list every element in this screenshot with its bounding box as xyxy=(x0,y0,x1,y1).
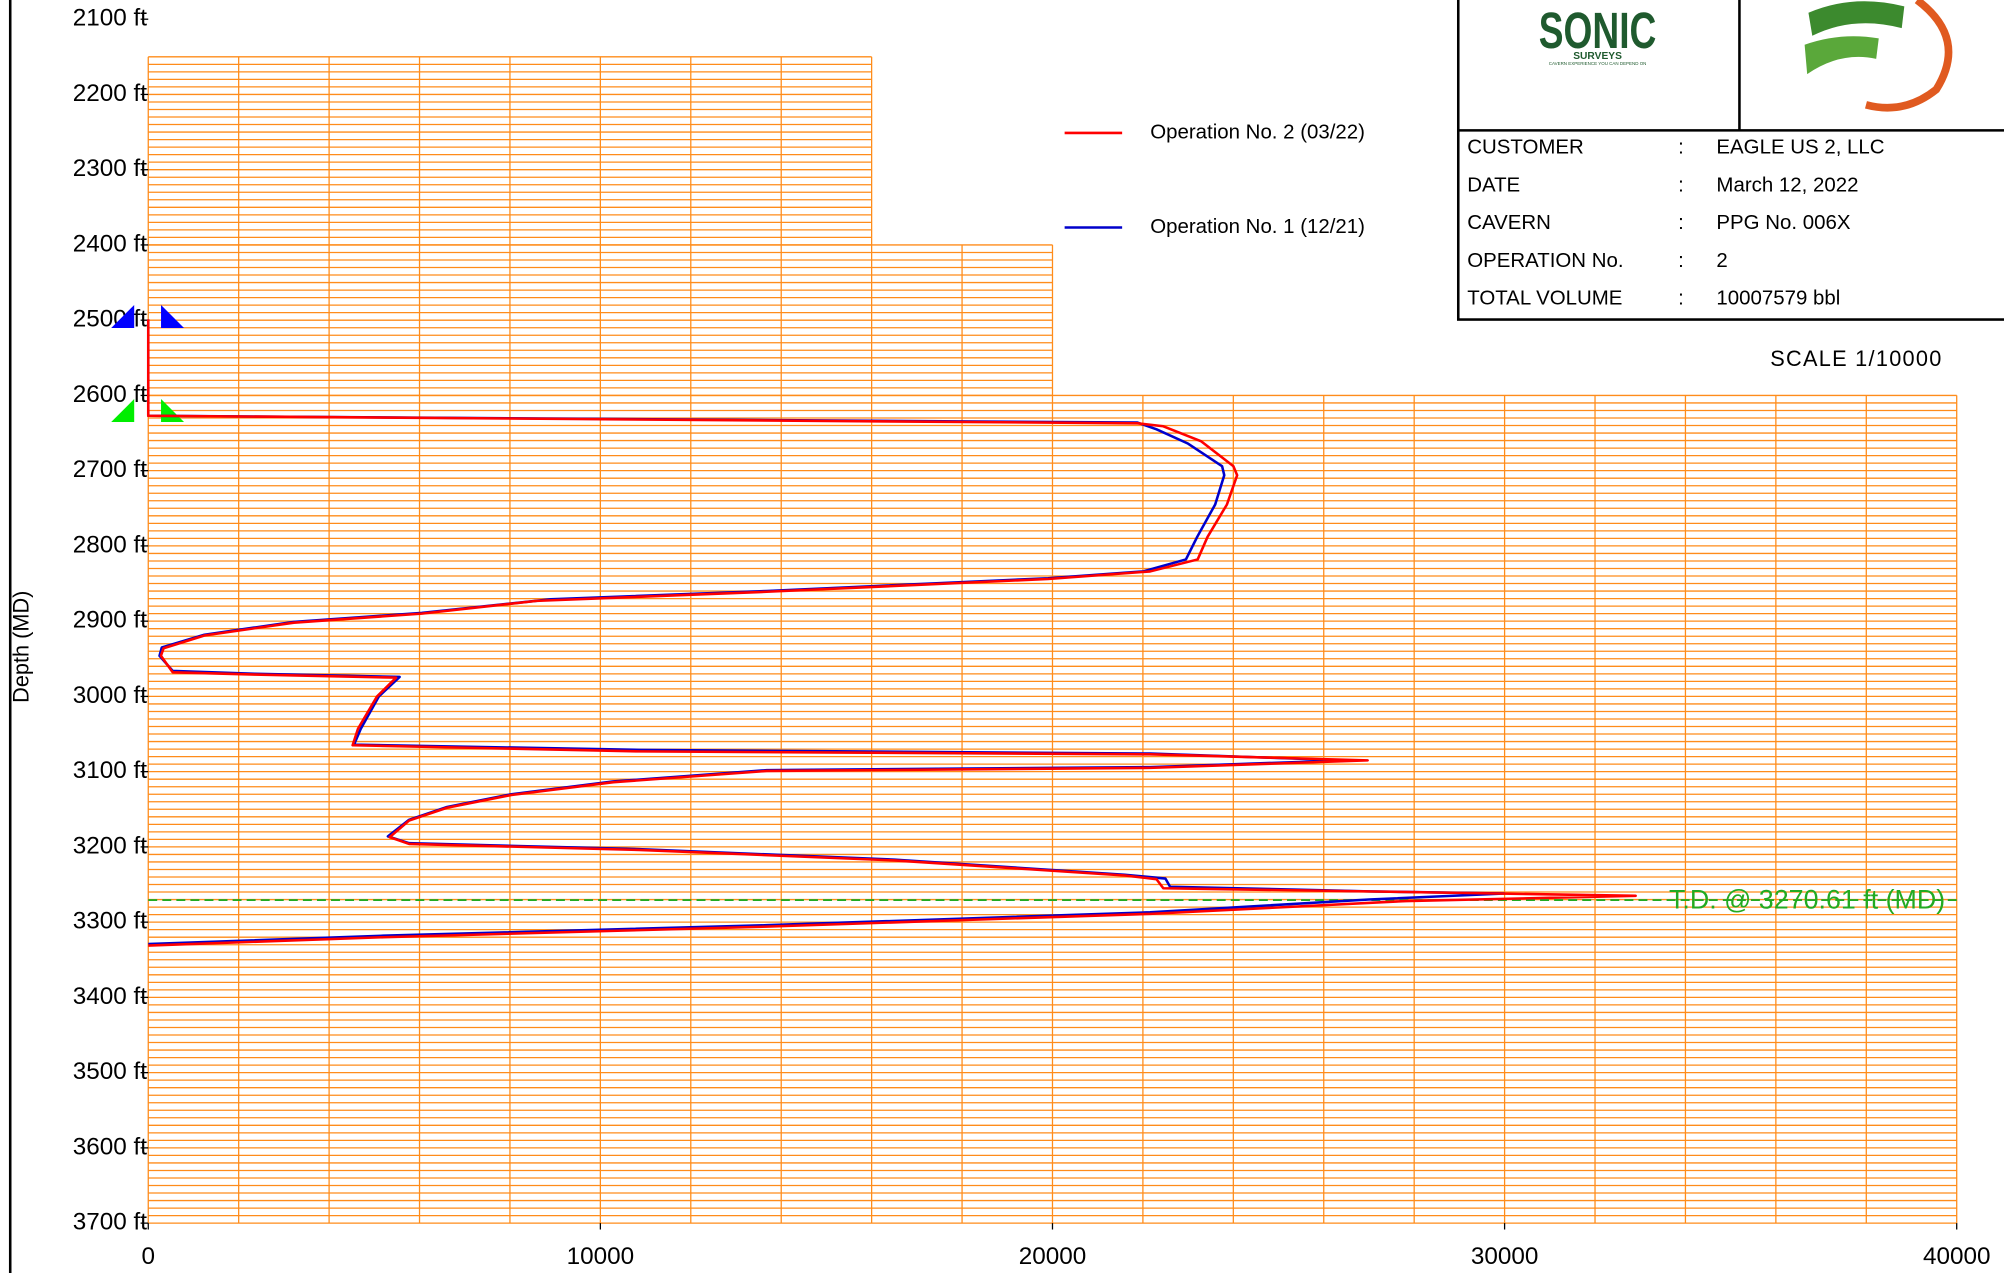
logo-swoosh xyxy=(1808,1,1905,36)
y-tick-label: 2100 ft xyxy=(73,5,147,32)
logo-name: SONIC xyxy=(1539,2,1657,59)
info-cell: 2 xyxy=(1716,249,1727,272)
logo-sub: SURVEYS xyxy=(1573,51,1622,62)
x-tick-label: 30000 xyxy=(1471,1243,1538,1270)
info-box: SONIC SURVEYS CAVERN EXPERIENCE YOU CAN … xyxy=(1456,0,2004,321)
info-cell: PPG No. 006X xyxy=(1716,211,1850,234)
info-cell: TOTAL VOLUME xyxy=(1467,286,1622,309)
info-cell: CAVERN xyxy=(1467,211,1551,234)
y-tick-label: 2300 ft xyxy=(73,155,147,182)
y-tick-label: 3100 ft xyxy=(73,757,147,784)
y-axis-label: Depth (MD) xyxy=(9,591,34,703)
x-tick-label: 0 xyxy=(142,1243,156,1270)
y-tick-label: 3500 ft xyxy=(73,1058,147,1085)
info-cell: : xyxy=(1678,136,1684,159)
y-tick-label: 2500 ft xyxy=(73,306,147,333)
y-tick-label: 3000 ft xyxy=(73,682,147,709)
info-cell: EAGLE US 2, LLC xyxy=(1716,136,1884,159)
y-tick-label: 2400 ft xyxy=(73,230,147,257)
scale-label: SCALE 1/10000 xyxy=(1770,346,1942,371)
x-tick-label: 10000 xyxy=(567,1243,634,1270)
info-cell: 10007579 bbl xyxy=(1716,286,1840,309)
info-cell: CUSTOMER xyxy=(1467,136,1584,159)
y-tick-label: 3400 ft xyxy=(73,983,147,1010)
y-tick-label: 2600 ft xyxy=(73,381,147,408)
y-tick-label: 2800 ft xyxy=(73,531,147,558)
info-cell: March 12, 2022 xyxy=(1716,173,1858,196)
td-label: T.D. @ 3270.61 ft (MD) xyxy=(1669,884,1945,914)
legend-label: Operation No. 2 (03/22) xyxy=(1150,120,1365,143)
y-tick-label: 3200 ft xyxy=(73,832,147,859)
y-tick-label: 2200 ft xyxy=(73,80,147,107)
info-cell: DATE xyxy=(1467,173,1520,196)
info-cell: : xyxy=(1678,249,1684,272)
info-cell: OPERATION No. xyxy=(1467,249,1623,272)
logo-arc xyxy=(1864,0,1953,112)
y-tick-label: 2700 ft xyxy=(73,456,147,483)
casing-marker xyxy=(161,304,185,328)
info-cell: : xyxy=(1678,286,1684,309)
series-line xyxy=(146,319,1637,947)
logo-tagline: CAVERN EXPERIENCE YOU CAN DEPEND ON xyxy=(1549,61,1647,66)
legend-label: Operation No. 1 (12/21) xyxy=(1150,215,1365,238)
logo-swoosh xyxy=(1804,36,1879,75)
casing-marker xyxy=(111,399,135,423)
x-tick-label: 20000 xyxy=(1019,1243,1086,1270)
x-tick-label: 40000 xyxy=(1923,1243,1990,1270)
info-border xyxy=(1456,0,2004,321)
y-tick-label: 3700 ft xyxy=(73,1209,147,1236)
y-tick-label: 3300 ft xyxy=(73,908,147,935)
info-cell: : xyxy=(1678,173,1684,196)
grid xyxy=(147,56,1958,1224)
info-cell: : xyxy=(1678,211,1684,234)
y-tick-label: 2900 ft xyxy=(73,607,147,634)
series-line xyxy=(146,319,1506,946)
y-tick-label: 3600 ft xyxy=(73,1133,147,1160)
